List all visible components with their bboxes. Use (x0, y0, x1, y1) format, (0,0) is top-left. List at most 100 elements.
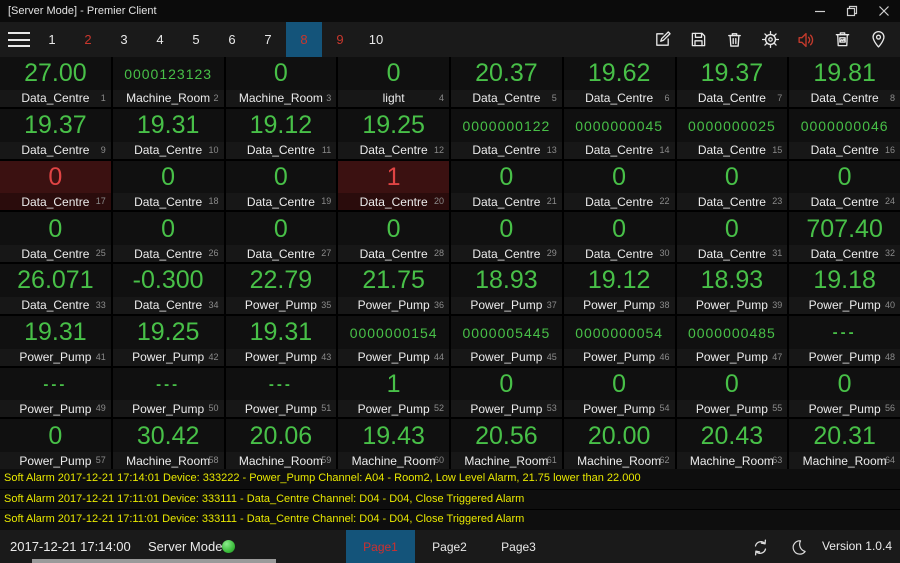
location-icon[interactable] (860, 22, 896, 57)
grid-cell-51[interactable]: --- Power_Pump 51 (225, 367, 337, 418)
grid-cell-23[interactable]: 0 Data_Centre 23 (676, 160, 788, 211)
grid-cell-31[interactable]: 0 Data_Centre 31 (676, 212, 788, 262)
grid-cell-18[interactable]: 0 Data_Centre 18 (112, 160, 224, 211)
page-tab-1[interactable]: 1 (48, 32, 56, 47)
settings-icon[interactable] (752, 22, 788, 57)
grid-cell-4[interactable]: 0 light 4 (338, 57, 449, 107)
grid-cell-29[interactable]: 0 Data_Centre 29 (451, 212, 562, 262)
grid-cell-21[interactable]: 0 Data_Centre 21 (451, 160, 562, 211)
grid-cell-46[interactable]: 0000000054 Power_Pump 46 (563, 315, 675, 366)
grid-cell-53[interactable]: 0 Power_Pump 53 (451, 367, 562, 418)
grid-cell-26[interactable]: 0 Data_Centre 26 (112, 212, 224, 262)
grid-cell-58[interactable]: 30.42 Machine_Room 58 (112, 419, 224, 469)
night-mode-icon[interactable] (786, 536, 810, 558)
grid-cell-15[interactable]: 0000000025 Data_Centre 15 (676, 108, 788, 159)
grid-cell-10[interactable]: 19.31 Data_Centre 10 (112, 108, 224, 159)
alarm-row[interactable]: Soft Alarm 2017-12-21 17:11:01 Device: 3… (0, 489, 900, 510)
alarm-row[interactable]: Soft Alarm 2017-12-21 17:11:01 Device: 3… (0, 510, 900, 531)
page-tab-10[interactable]: 10 (368, 32, 384, 47)
grid-cell-3[interactable]: 0 Machine_Room 3 (225, 57, 337, 107)
sync-icon[interactable] (748, 536, 772, 558)
page-tab-2[interactable]: 2 (84, 32, 92, 47)
grid-cell-38[interactable]: 19.12 Power_Pump 38 (563, 264, 675, 314)
grid-cell-33[interactable]: 26.071 Data_Centre 33 (0, 264, 111, 314)
cell-label-bar: Data_Centre 21 (451, 193, 562, 210)
grid-cell-47[interactable]: 0000000485 Power_Pump 47 (676, 315, 788, 366)
grid-cell-25[interactable]: 0 Data_Centre 25 (0, 212, 111, 262)
cell-value: --- (268, 375, 293, 393)
grid-cell-17[interactable]: 0 Data_Centre 17 (0, 160, 111, 211)
grid-cell-13[interactable]: 0000000122 Data_Centre 13 (451, 108, 562, 159)
grid-cell-27[interactable]: 0 Data_Centre 27 (225, 212, 337, 262)
page-tab-3[interactable]: 3 (120, 32, 128, 47)
grid-cell-2[interactable]: 0000123123 Machine_Room 2 (112, 57, 224, 107)
grid-cell-5[interactable]: 20.37 Data_Centre 5 (451, 57, 562, 107)
edit-icon[interactable] (644, 22, 680, 57)
grid-cell-50[interactable]: --- Power_Pump 50 (112, 367, 224, 418)
footer-tab-Page2[interactable]: Page2 (432, 539, 467, 554)
alarm-row[interactable]: Soft Alarm 2017-12-21 17:14:01 Device: 3… (0, 469, 900, 489)
sound-icon[interactable] (788, 22, 824, 57)
footer-tab-Page1[interactable]: Page1 (346, 530, 415, 563)
grid-cell-41[interactable]: 19.31 Power_Pump 41 (0, 315, 111, 366)
grid-cell-7[interactable]: 19.37 Data_Centre 7 (676, 57, 788, 107)
footer-tab-Page3[interactable]: Page3 (501, 539, 536, 554)
grid-cell-37[interactable]: 18.93 Power_Pump 37 (451, 264, 562, 314)
cell-label: Data_Centre (585, 91, 654, 106)
grid-cell-42[interactable]: 19.25 Power_Pump 42 (112, 315, 224, 366)
minimize-button[interactable] (804, 0, 836, 22)
grid-cell-43[interactable]: 19.31 Power_Pump 43 (225, 315, 337, 366)
grid-cell-16[interactable]: 0000000046 Data_Centre 16 (789, 108, 900, 159)
grid-cell-9[interactable]: 19.37 Data_Centre 9 (0, 108, 111, 159)
grid-cell-62[interactable]: 20.00 Machine_Room 62 (563, 419, 675, 469)
cell-value: 0000000046 (800, 117, 889, 134)
grid-cell-6[interactable]: 19.62 Data_Centre 6 (563, 57, 675, 107)
grid-cell-44[interactable]: 0000000154 Power_Pump 44 (338, 315, 449, 366)
grid-cell-12[interactable]: 19.25 Data_Centre 12 (338, 108, 449, 159)
page-tab-5[interactable]: 5 (192, 32, 200, 47)
grid-cell-59[interactable]: 20.06 Machine_Room 59 (225, 419, 337, 469)
page-tab-7[interactable]: 7 (264, 32, 272, 47)
menu-icon[interactable] (8, 30, 32, 49)
grid-cell-1[interactable]: 27.00 Data_Centre 1 (0, 57, 111, 107)
grid-cell-40[interactable]: 19.18 Power_Pump 40 (789, 264, 900, 314)
cell-label: Power_Pump (808, 401, 881, 416)
delete-icon[interactable] (716, 22, 752, 57)
grid-cell-24[interactable]: 0 Data_Centre 24 (789, 160, 900, 211)
image-bin-icon[interactable] (824, 22, 860, 57)
page-tab-9[interactable]: 9 (336, 32, 344, 47)
page-tab-8[interactable]: 8 (286, 22, 322, 57)
grid-cell-48[interactable]: --- Power_Pump 48 (789, 315, 900, 366)
grid-cell-55[interactable]: 0 Power_Pump 55 (676, 367, 788, 418)
grid-cell-22[interactable]: 0 Data_Centre 22 (563, 160, 675, 211)
horizontal-scrollbar-thumb[interactable] (32, 559, 276, 563)
grid-cell-34[interactable]: -0.300 Data_Centre 34 (112, 264, 224, 314)
grid-cell-64[interactable]: 20.31 Machine_Room 64 (789, 419, 900, 469)
grid-cell-28[interactable]: 0 Data_Centre 28 (338, 212, 449, 262)
grid-cell-36[interactable]: 21.75 Power_Pump 36 (338, 264, 449, 314)
grid-cell-61[interactable]: 20.56 Machine_Room 61 (451, 419, 562, 469)
grid-cell-45[interactable]: 0000005445 Power_Pump 45 (451, 315, 562, 366)
grid-cell-49[interactable]: --- Power_Pump 49 (0, 367, 111, 418)
grid-cell-54[interactable]: 0 Power_Pump 54 (563, 367, 675, 418)
grid-cell-11[interactable]: 19.12 Data_Centre 11 (225, 108, 337, 159)
grid-cell-19[interactable]: 0 Data_Centre 19 (225, 160, 337, 211)
page-tab-4[interactable]: 4 (156, 32, 164, 47)
grid-cell-52[interactable]: 1 Power_Pump 52 (338, 367, 449, 418)
close-button[interactable] (868, 0, 900, 22)
grid-cell-57[interactable]: 0 Power_Pump 57 (0, 419, 111, 469)
grid-cell-8[interactable]: 19.81 Data_Centre 8 (789, 57, 900, 107)
grid-cell-30[interactable]: 0 Data_Centre 30 (563, 212, 675, 262)
grid-cell-60[interactable]: 19.43 Machine_Room 60 (338, 419, 449, 469)
cell-label-bar: Data_Centre 14 (564, 142, 675, 159)
page-tab-6[interactable]: 6 (228, 32, 236, 47)
grid-cell-39[interactable]: 18.93 Power_Pump 39 (676, 264, 788, 314)
save-icon[interactable] (680, 22, 716, 57)
grid-cell-35[interactable]: 22.79 Power_Pump 35 (225, 264, 337, 314)
restore-button[interactable] (836, 0, 868, 22)
grid-cell-56[interactable]: 0 Power_Pump 56 (789, 367, 900, 418)
grid-cell-20[interactable]: 1 Data_Centre 20 (338, 160, 449, 211)
grid-cell-14[interactable]: 0000000045 Data_Centre 14 (563, 108, 675, 159)
grid-cell-32[interactable]: 707.40 Data_Centre 32 (789, 212, 900, 262)
grid-cell-63[interactable]: 20.43 Machine_Room 63 (676, 419, 788, 469)
